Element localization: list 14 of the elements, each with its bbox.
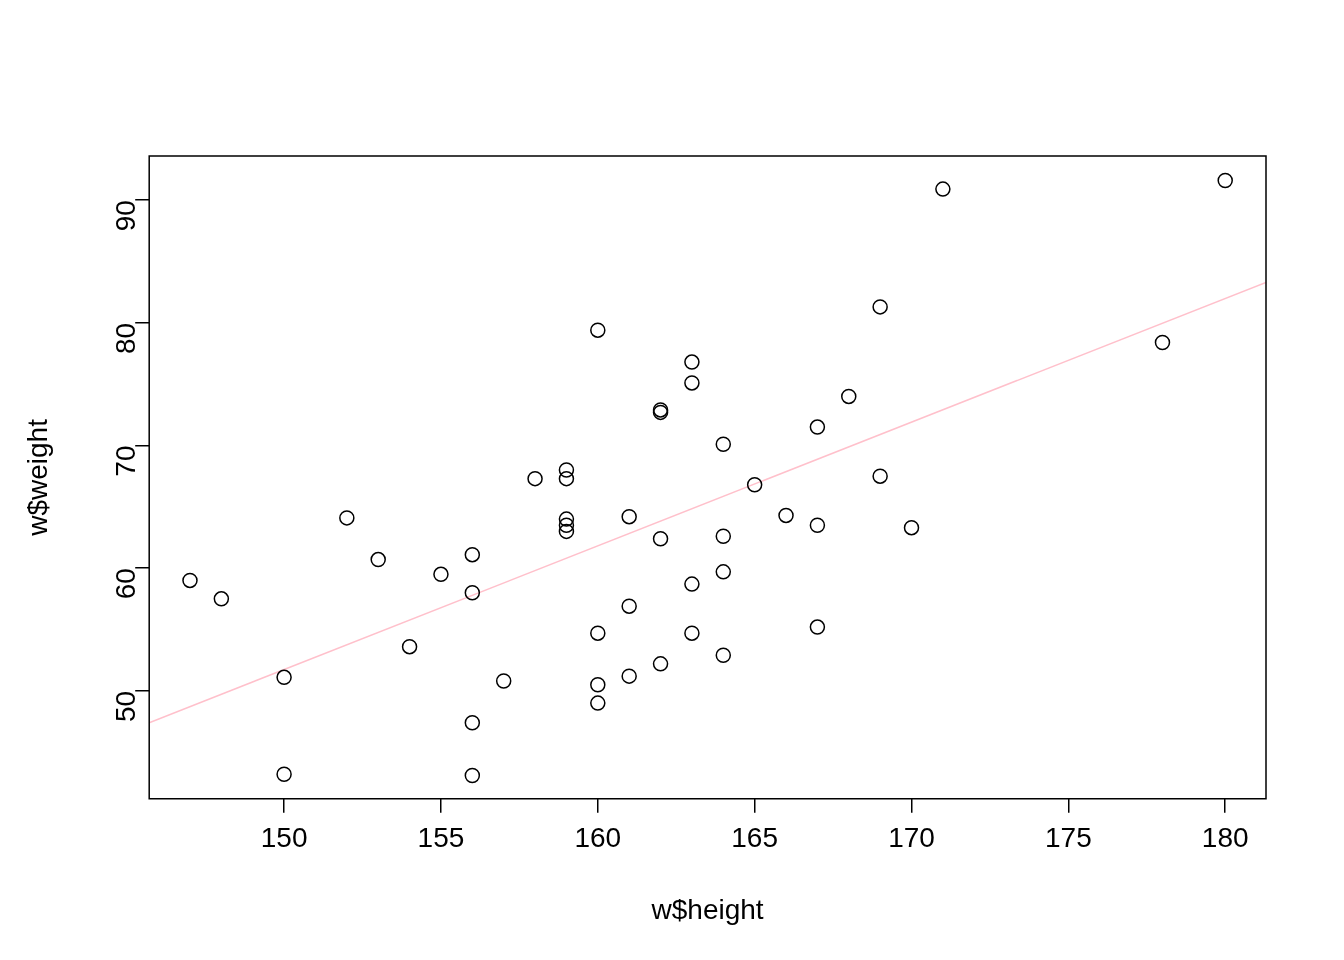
y-axis-title: w$weight xyxy=(21,418,53,537)
y-tick-label: 80 xyxy=(109,322,141,354)
y-tick-label: 50 xyxy=(109,690,141,723)
x-tick-label: 170 xyxy=(888,822,935,854)
y-tick-label: 70 xyxy=(109,445,141,477)
x-tick-label: 165 xyxy=(731,822,779,854)
x-tick-label: 180 xyxy=(1201,822,1249,854)
x-tick-label: 150 xyxy=(260,822,308,854)
x-tick-label: 155 xyxy=(417,822,465,854)
x-tick-label: 175 xyxy=(1045,822,1092,854)
x-tick-label: 160 xyxy=(574,822,622,854)
y-tick-label: 60 xyxy=(109,568,141,600)
y-tick-label: 90 xyxy=(109,200,141,232)
x-axis-title: w$height xyxy=(650,893,764,925)
